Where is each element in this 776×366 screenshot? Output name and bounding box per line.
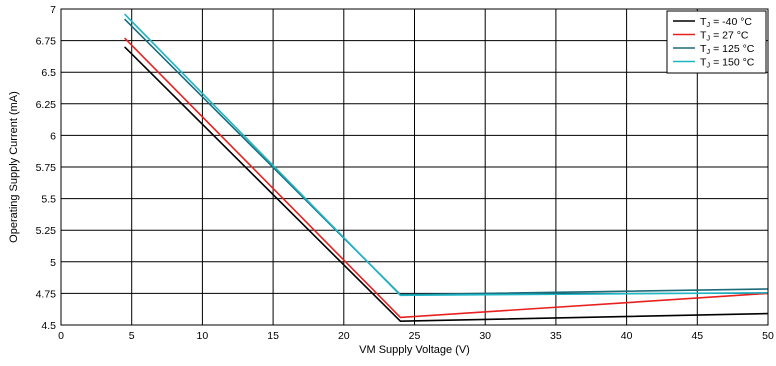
y-tick-label: 5.75 [36, 162, 57, 174]
y-tick-label: 4.5 [41, 320, 56, 332]
series-line-1 [124, 37, 769, 319]
y-tick-label: 7 [50, 4, 56, 16]
legend-entry: TJ = 150 °C [700, 57, 755, 70]
legend-entry: TJ = 125 °C [700, 43, 755, 56]
x-axis-label: VM Supply Voltage (V) [359, 344, 470, 356]
y-tick-label: 6.25 [36, 99, 57, 111]
y-tick-label: 5.25 [36, 225, 57, 237]
series-line-0 [124, 46, 769, 323]
x-tick-label: 15 [267, 330, 279, 342]
x-tick-label: 0 [58, 330, 64, 342]
x-tick-label: 50 [762, 330, 774, 342]
y-tick-labels: 4.5 4.75 5 5.25 5.5 5.75 6 6.25 6.5 6.75 7 [36, 4, 57, 332]
x-tick-labels: 0 5 10 15 20 25 30 35 40 45 50 [58, 330, 774, 342]
y-tick-label: 5.5 [41, 194, 56, 206]
x-tick-label: 45 [691, 330, 703, 342]
x-tick-label: 40 [621, 330, 633, 342]
series-group [124, 13, 769, 323]
y-axis-label: Operating Supply Current (mA) [8, 91, 20, 243]
x-tick-label: 35 [550, 330, 562, 342]
x-tick-label: 25 [409, 330, 421, 342]
y-tick-label: 6 [50, 130, 56, 142]
y-tick-label: 6.75 [36, 36, 57, 48]
legend-entry: TJ = 27 °C [700, 30, 749, 43]
x-tick-label: 10 [197, 330, 209, 342]
legend: TJ = -40 °CTJ = 27 °CTJ = 125 °CTJ = 150… [666, 10, 767, 74]
plot-frame [60, 8, 769, 326]
legend-entry: TJ = -40 °C [700, 16, 752, 29]
y-tick-label: 6.5 [41, 67, 56, 79]
x-tick-label: 20 [338, 330, 350, 342]
y-tick-label: 4.75 [36, 288, 57, 300]
y-tick-label: 5 [50, 257, 56, 269]
x-tick-label: 30 [479, 330, 491, 342]
series-line-3 [124, 13, 769, 297]
x-tick-label: 5 [129, 330, 135, 342]
